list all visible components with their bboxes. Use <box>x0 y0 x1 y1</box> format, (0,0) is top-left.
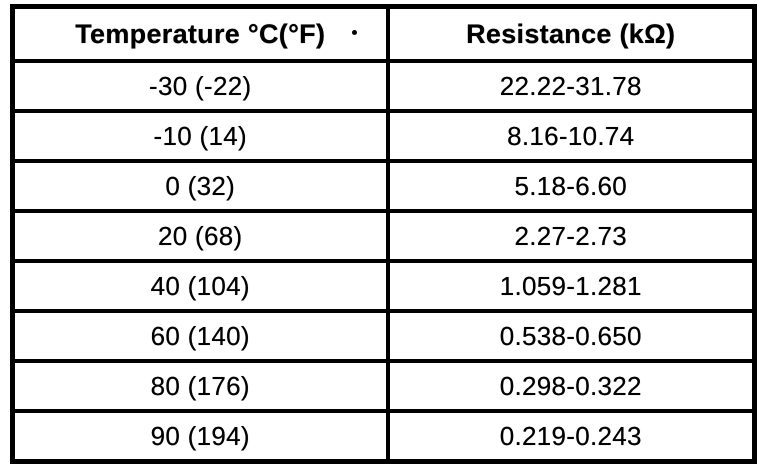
table-row: 20 (68) 2.27-2.73 <box>10 209 757 263</box>
temperature-cell: 20 (68) <box>10 209 390 263</box>
temperature-cell: 40 (104) <box>10 259 390 313</box>
table-row: 80 (176) 0.298-0.322 <box>10 359 757 413</box>
column-header-resistance: Resistance (kΩ) <box>385 4 757 63</box>
table-row: 40 (104) 1.059-1.281 <box>10 259 757 313</box>
header-row: Temperature °C(°F) Resistance (kΩ) <box>10 4 757 63</box>
resistance-cell: 22.22-31.78 <box>385 59 757 113</box>
table-row: 60 (140) 0.538-0.650 <box>10 309 757 363</box>
temperature-cell: -30 (-22) <box>10 59 390 113</box>
resistance-cell: 2.27-2.73 <box>385 209 757 263</box>
temperature-cell: 0 (32) <box>10 159 390 213</box>
temperature-cell: 90 (194) <box>10 409 390 464</box>
table-row: -10 (14) 8.16-10.74 <box>10 109 757 163</box>
scan-speck <box>352 30 357 35</box>
column-header-temperature: Temperature °C(°F) <box>10 4 390 63</box>
resistance-cell: 8.16-10.74 <box>385 109 757 163</box>
table-row: -30 (-22) 22.22-31.78 <box>10 59 757 113</box>
resistance-cell: 0.298-0.322 <box>385 359 757 413</box>
temperature-resistance-table: Temperature °C(°F) Resistance (kΩ) -30 (… <box>10 4 757 464</box>
resistance-cell: 0.538-0.650 <box>385 309 757 363</box>
temperature-cell: -10 (14) <box>10 109 390 163</box>
resistance-cell: 0.219-0.243 <box>385 409 757 464</box>
temperature-cell: 60 (140) <box>10 309 390 363</box>
temperature-cell: 80 (176) <box>10 359 390 413</box>
table-row: 0 (32) 5.18-6.60 <box>10 159 757 213</box>
resistance-cell: 1.059-1.281 <box>385 259 757 313</box>
resistance-cell: 5.18-6.60 <box>385 159 757 213</box>
table-row: 90 (194) 0.219-0.243 <box>10 409 757 464</box>
